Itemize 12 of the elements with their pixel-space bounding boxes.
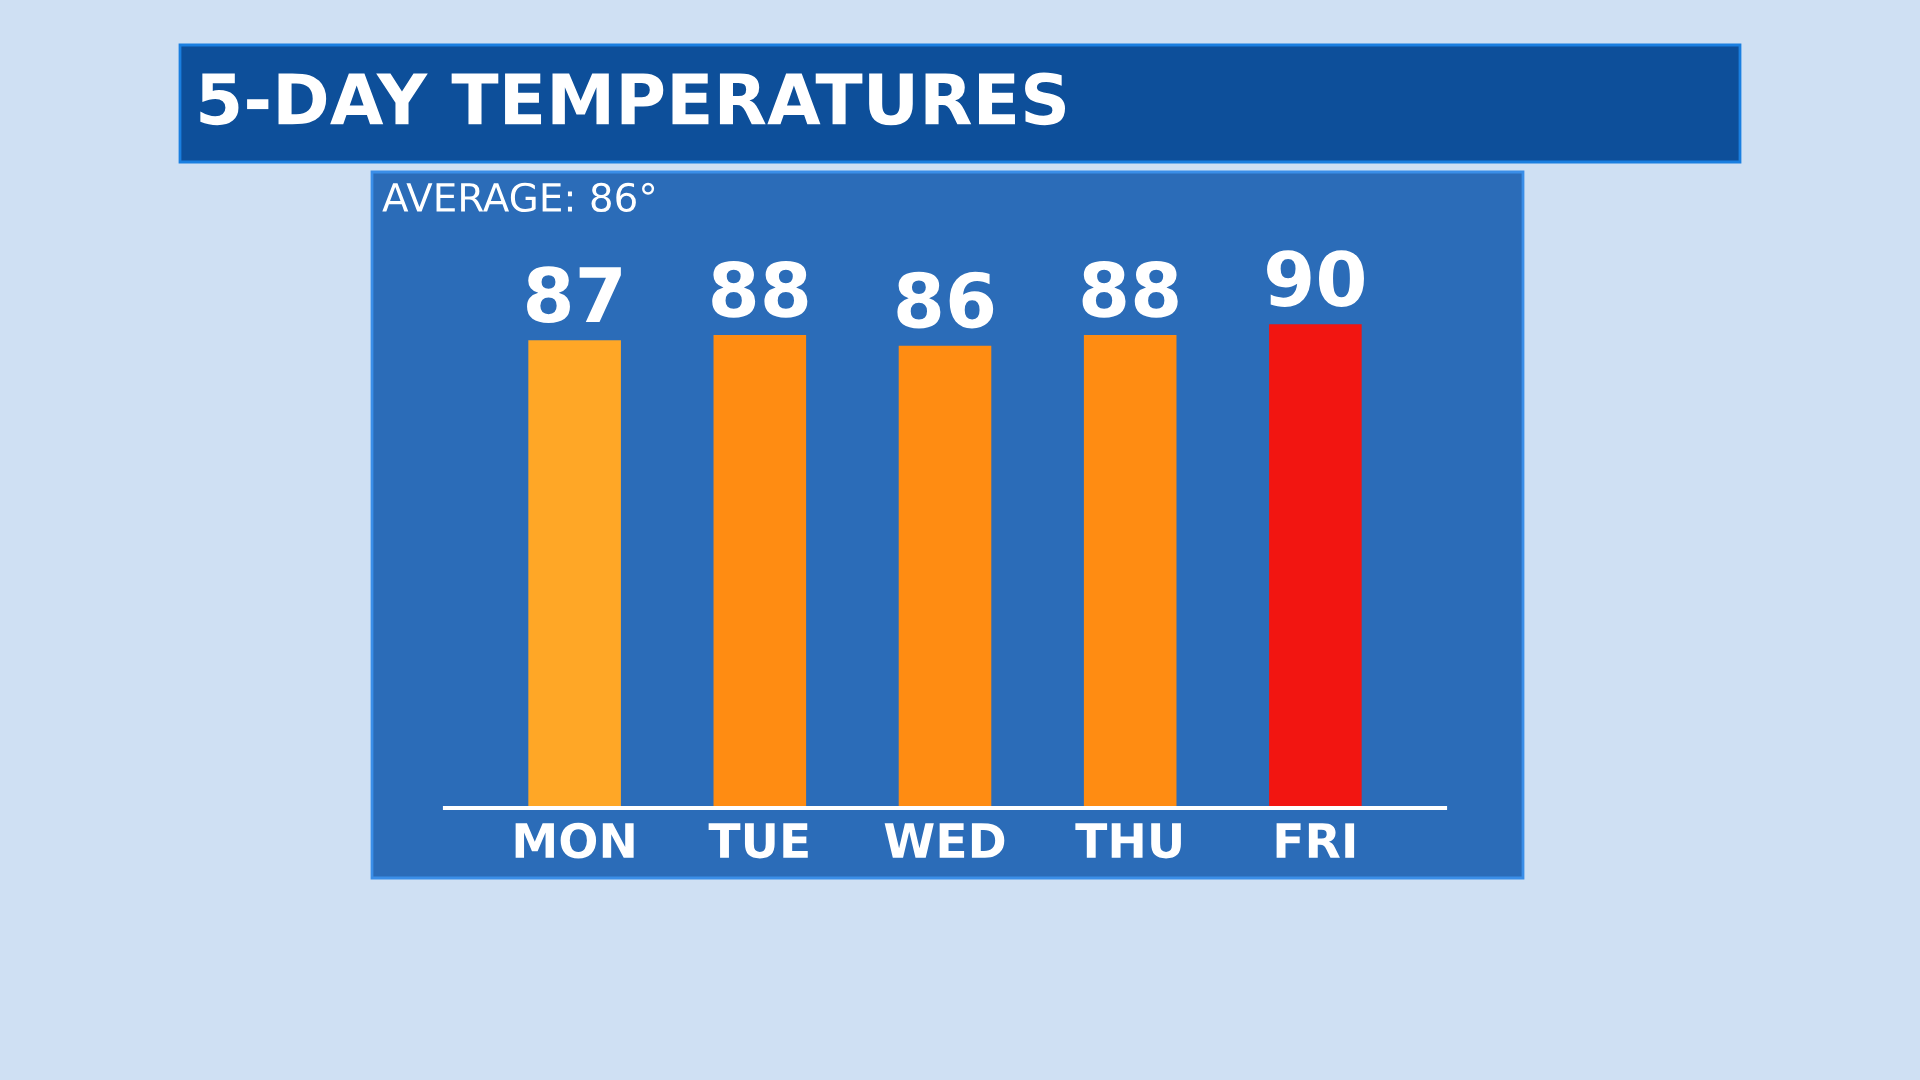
data-label: 90 [1267, 250, 1364, 307]
x-tick-label: TUE [708, 823, 808, 859]
chart-title: 5-DAY TEMPERATURES [200, 72, 1065, 126]
x-tick-label: WED [884, 823, 1005, 858]
data-label: 86 [897, 271, 994, 329]
data-label: 87 [527, 266, 621, 324]
data-label: 88 [712, 260, 808, 318]
x-tick-label: MON [515, 822, 634, 859]
x-tick-label: FRI [1276, 823, 1355, 858]
x-tick-label: THU [1075, 823, 1181, 859]
text: AVERAGE: 86° [382, 182, 655, 213]
data-label: 88 [1082, 260, 1178, 318]
